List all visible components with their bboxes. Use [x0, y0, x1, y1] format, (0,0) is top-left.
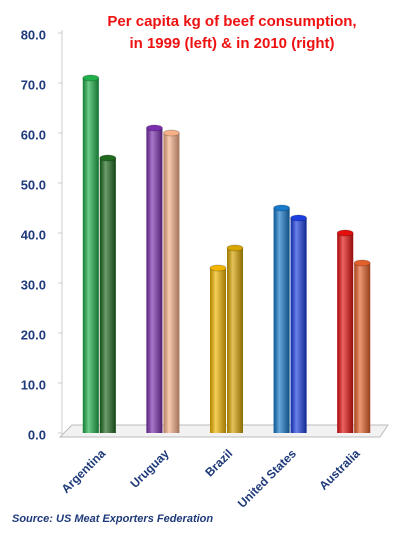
x-tick-label: Uruguay — [127, 446, 172, 491]
bar-shade — [354, 263, 371, 433]
bar-shade — [82, 78, 99, 433]
y-tick-label: 50.0 — [21, 177, 46, 192]
bar-cap — [209, 264, 227, 272]
bar-cap — [99, 154, 117, 162]
y-tick-label: 70.0 — [21, 77, 46, 92]
x-tick-label: Argentina — [59, 446, 109, 496]
y-tick-label: 20.0 — [21, 327, 46, 342]
bar-shade — [99, 158, 116, 433]
chart-title: in 1999 (left) & in 2010 (right) — [129, 35, 334, 52]
y-tick-label: 0.0 — [28, 427, 46, 442]
x-tick-label: Brazil — [202, 446, 235, 479]
bar-shade — [227, 248, 243, 433]
bar-cap — [353, 259, 371, 267]
bar-cap — [145, 124, 163, 132]
bar-cap — [82, 74, 100, 82]
bar-shade — [210, 268, 226, 433]
bar-cap — [336, 229, 354, 237]
bar-cap — [273, 204, 291, 212]
bar-cap — [226, 244, 244, 252]
y-tick-label: 40.0 — [21, 227, 46, 242]
bar-shade — [146, 128, 163, 433]
bar-shade — [163, 133, 180, 433]
x-tick-label: Australia — [316, 446, 362, 492]
y-tick-label: 10.0 — [21, 377, 46, 392]
bar-cap — [162, 129, 180, 137]
source-note: Source: US Meat Exporters Federation — [12, 513, 213, 525]
x-tick-label: United States — [235, 446, 299, 510]
y-tick-label: 80.0 — [21, 27, 46, 42]
chart-title: Per capita kg of beef consumption, — [107, 13, 356, 30]
y-tick-label: 60.0 — [21, 127, 46, 142]
bar-shade — [273, 208, 290, 433]
y-tick-label: 30.0 — [21, 277, 46, 292]
bar-shade — [290, 218, 307, 433]
bar-cap — [290, 214, 308, 222]
bar-shade — [337, 233, 354, 433]
